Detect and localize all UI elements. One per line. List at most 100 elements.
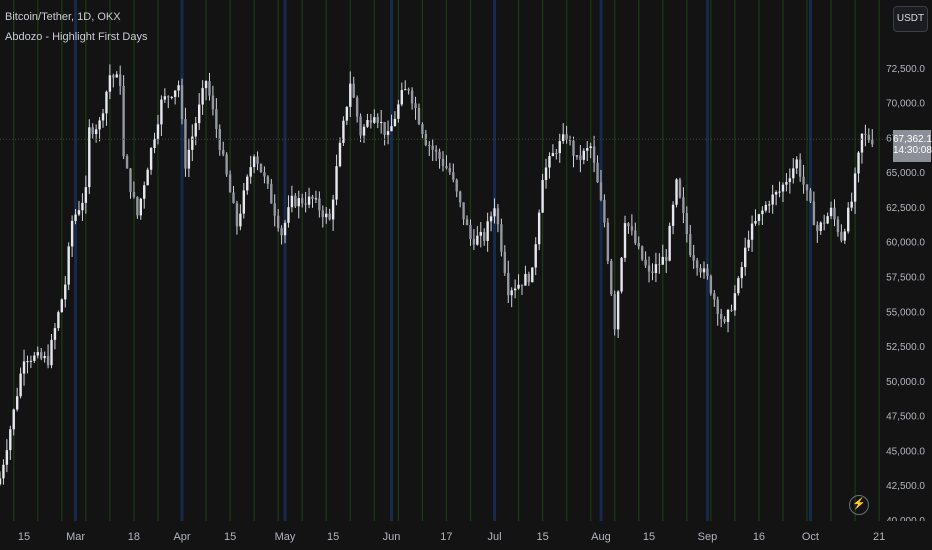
candle-body bbox=[689, 234, 692, 256]
candle-body bbox=[407, 89, 410, 91]
candle-body bbox=[462, 202, 465, 220]
candle-body bbox=[654, 264, 658, 274]
candle-body bbox=[527, 273, 531, 283]
candle-body bbox=[771, 194, 774, 205]
time-tick-label: 18 bbox=[128, 531, 140, 543]
candle-body bbox=[599, 182, 603, 200]
candle-body bbox=[517, 284, 520, 289]
candle-body bbox=[225, 154, 228, 175]
candle-body bbox=[400, 89, 403, 105]
candle-body bbox=[627, 223, 630, 227]
candle-body bbox=[136, 196, 139, 216]
candle-body bbox=[671, 204, 675, 226]
candle-body bbox=[129, 168, 132, 192]
candle-body bbox=[647, 265, 651, 272]
time-tick-label: 15 bbox=[536, 531, 548, 543]
candle-body bbox=[472, 238, 476, 245]
time-axis[interactable]: 15 Mar 18 Apr 15 May 15 Jun 17 Jul 15 Aug 15 Sep 16 Oct… bbox=[0, 521, 932, 550]
candle-body bbox=[5, 450, 9, 465]
candle-body bbox=[167, 96, 170, 98]
candle-body bbox=[318, 198, 321, 211]
candle-body bbox=[541, 180, 544, 213]
candle-body bbox=[634, 230, 637, 244]
candle-body bbox=[60, 299, 64, 313]
candle-body bbox=[750, 223, 754, 240]
candle-body bbox=[644, 259, 647, 266]
candle-body bbox=[496, 208, 500, 225]
candle-body bbox=[582, 150, 586, 160]
candle-body bbox=[812, 201, 816, 226]
price-tick-label: 52,500.0 bbox=[886, 342, 925, 353]
candle-body bbox=[531, 267, 534, 283]
candle-body bbox=[29, 360, 33, 362]
currency-button[interactable]: USDT bbox=[893, 6, 928, 32]
candle-body bbox=[12, 409, 15, 430]
candle-body bbox=[685, 213, 689, 235]
highlight-lines bbox=[13, 0, 880, 521]
candle-body bbox=[2, 464, 5, 479]
candle-body bbox=[335, 166, 338, 200]
symbol-title[interactable]: Bitcoin/Tether, 1D, OKX bbox=[5, 11, 121, 23]
candle-body bbox=[555, 153, 558, 155]
candle-body bbox=[565, 134, 568, 141]
candle-body bbox=[393, 118, 397, 127]
candle-body bbox=[709, 275, 713, 294]
candle-body bbox=[761, 210, 764, 215]
candle-body bbox=[349, 83, 352, 107]
candle-body bbox=[0, 478, 2, 485]
candle-body bbox=[383, 122, 386, 135]
candle-body bbox=[160, 99, 163, 125]
time-tick-label: 16 bbox=[753, 531, 765, 543]
candle-body bbox=[290, 195, 294, 208]
candle-body bbox=[108, 75, 112, 92]
candle-body bbox=[592, 146, 596, 163]
candle-body bbox=[414, 103, 417, 109]
candle-body bbox=[94, 129, 98, 135]
candle-body bbox=[733, 293, 737, 311]
candle-body bbox=[822, 222, 826, 224]
time-tick-label: Sep bbox=[698, 531, 718, 543]
candle-body bbox=[342, 120, 345, 143]
candle-body bbox=[373, 117, 376, 123]
indicator-label[interactable]: Abdozo - Highlight First Days bbox=[5, 31, 148, 43]
candle-body bbox=[850, 201, 853, 208]
candle-body bbox=[180, 85, 184, 120]
candle-body bbox=[651, 271, 654, 274]
candle-body bbox=[153, 138, 156, 148]
candle-body bbox=[586, 148, 589, 151]
candle-body bbox=[836, 219, 840, 233]
candle-body bbox=[788, 178, 792, 182]
candle-body bbox=[256, 156, 259, 164]
candle-body bbox=[397, 104, 400, 119]
candle-body bbox=[867, 134, 871, 141]
candle-body bbox=[9, 429, 12, 451]
candle-body bbox=[421, 124, 424, 135]
time-tick-label: 17 bbox=[440, 531, 452, 543]
candle-body bbox=[630, 226, 634, 231]
bar-countdown: 14:30:08 bbox=[893, 145, 932, 156]
candle-body bbox=[802, 176, 805, 185]
candle-body bbox=[173, 90, 177, 97]
candle-body bbox=[774, 192, 778, 195]
lightning-icon[interactable]: ⚡ bbox=[849, 495, 869, 515]
candle-body bbox=[232, 192, 235, 204]
candle-body bbox=[448, 168, 452, 173]
candle-body bbox=[191, 136, 194, 150]
candle-body bbox=[67, 246, 70, 285]
candle-body bbox=[716, 299, 719, 314]
candle-body bbox=[314, 198, 318, 200]
candle-body bbox=[122, 86, 125, 157]
candle-body bbox=[507, 272, 510, 296]
candle-body bbox=[513, 288, 517, 291]
candle-body bbox=[706, 268, 709, 276]
last-price-value: 67,362.1 bbox=[893, 134, 932, 145]
candle-body bbox=[452, 172, 455, 180]
candle-body bbox=[366, 120, 369, 127]
candle-body bbox=[424, 134, 428, 145]
candle-body bbox=[616, 291, 620, 330]
candle-body bbox=[125, 156, 129, 169]
candle-body bbox=[568, 140, 572, 142]
candle-body bbox=[658, 264, 661, 266]
candle-body bbox=[747, 239, 750, 248]
